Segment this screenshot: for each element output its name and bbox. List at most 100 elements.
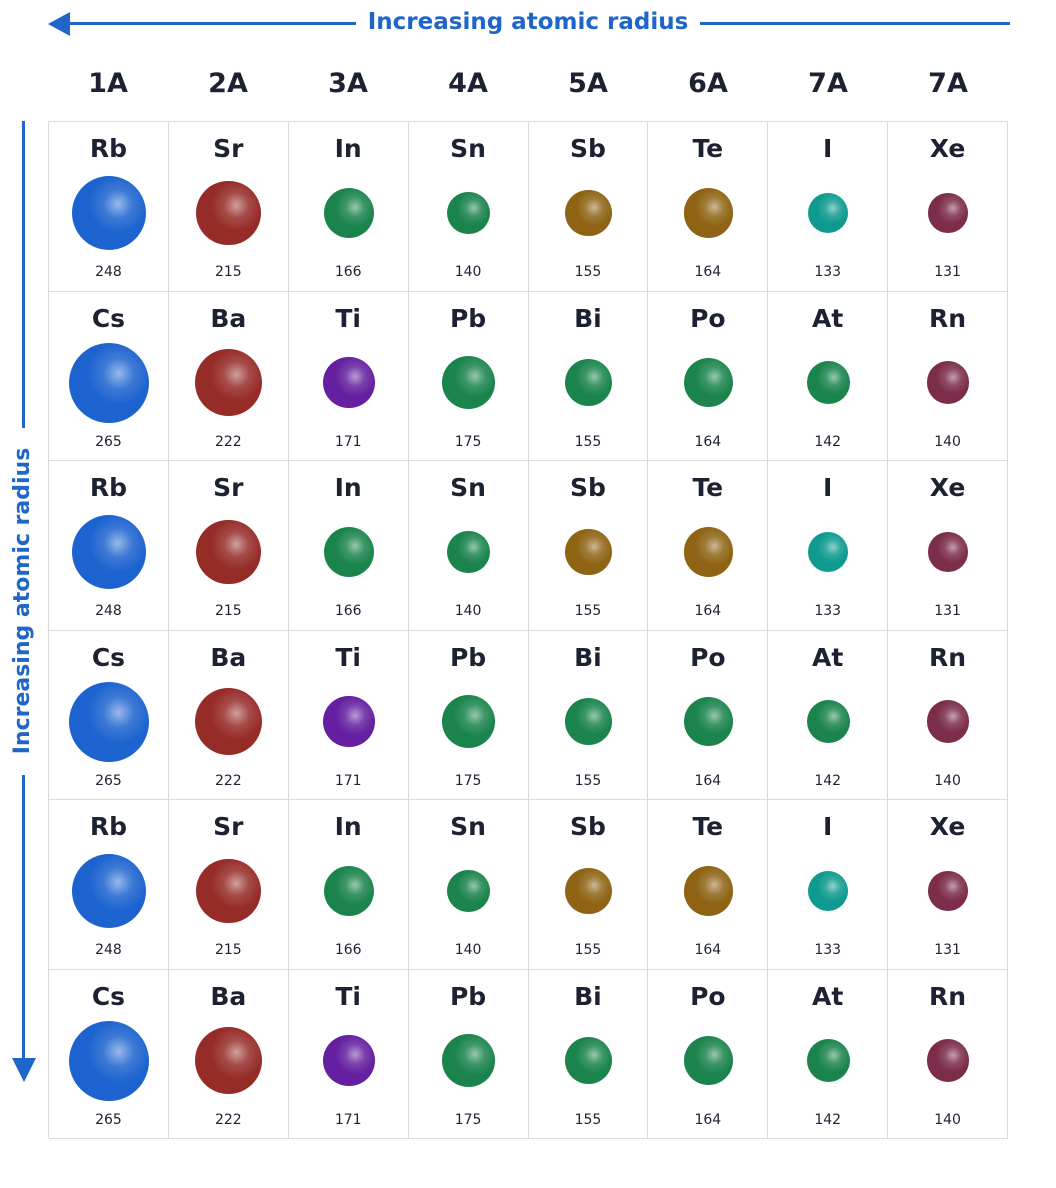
group-header: 7A [808, 68, 848, 99]
down-arrowhead [12, 1058, 36, 1082]
element-symbol: Rb [89, 812, 128, 841]
element-symbol: Bi [574, 303, 602, 333]
element-symbol: Sr [213, 473, 244, 502]
horizontal-arrow-line-left [66, 22, 356, 25]
element-cell: In 166 [288, 800, 409, 970]
element-cell: Te 164 [648, 122, 769, 292]
element-cell: Te 164 [648, 461, 769, 631]
atom-sphere [565, 189, 612, 237]
element-cell: Ba 222 [168, 969, 289, 1139]
atom-sphere [442, 695, 496, 748]
atom-sphere [323, 187, 374, 239]
atomic-radius-value: 175 [454, 772, 482, 789]
element-cell: Bi 155 [528, 291, 649, 461]
element-symbol: Ti [335, 303, 361, 333]
element-symbol: Te [692, 134, 724, 163]
element-cell: Xe 131 [888, 461, 1008, 631]
atomic-radius-value: 164 [694, 772, 722, 789]
element-symbol: Rn [929, 981, 967, 1011]
atom-sphere [323, 526, 374, 578]
atom-sphere [196, 858, 262, 924]
atomic-radius-value: 166 [334, 942, 362, 958]
element-cell: Sb 155 [528, 800, 649, 970]
element-cell: Sn 140 [408, 800, 529, 970]
element-cell: Pb 175 [408, 630, 529, 800]
element-cell: Ba 222 [168, 291, 289, 461]
element-symbol: Pb [449, 642, 487, 672]
element-cell: Te 164 [648, 800, 769, 970]
atom-sphere [195, 348, 263, 416]
atomic-radius-value: 133 [814, 942, 842, 958]
element-symbol: Te [692, 812, 724, 841]
element-symbol: Ba [210, 303, 247, 333]
atom-sphere [71, 175, 147, 251]
atomic-radius-value: 164 [694, 433, 722, 450]
element-cell: Rn 140 [888, 969, 1008, 1139]
group-header: 1A [88, 68, 128, 99]
element-symbol: Po [690, 981, 726, 1011]
atom-sphere [926, 361, 970, 404]
element-cell: Sr 215 [168, 800, 289, 970]
atomic-radius-value: 175 [454, 1111, 482, 1128]
element-cell: Ba 222 [168, 630, 289, 800]
element-symbol: Po [690, 642, 726, 672]
atom-sphere [565, 867, 612, 915]
atomic-radius-value: 265 [95, 772, 122, 789]
element-symbol: I [823, 473, 833, 502]
element-symbol: I [823, 134, 833, 163]
atomic-radius-value: 215 [214, 942, 242, 958]
atom-sphere [683, 188, 734, 238]
atom-sphere [683, 696, 734, 747]
element-symbol: Rb [89, 134, 128, 163]
group-header: 5A [568, 68, 608, 99]
element-cell: Sb 155 [528, 122, 649, 292]
element-cell: Xe 131 [888, 800, 1008, 970]
atom-sphere [447, 191, 490, 235]
element-cell: Sn 140 [408, 122, 529, 292]
atomic-radius-value: 142 [814, 772, 842, 789]
horizontal-trend-label: Increasing atomic radius [367, 9, 689, 35]
element-symbol: In [334, 812, 362, 841]
atomic-radius-value: 164 [694, 1111, 722, 1128]
atom-sphere [683, 866, 734, 916]
element-symbol: Rn [929, 642, 967, 672]
atom-sphere [442, 1034, 496, 1087]
element-cell: Ti 171 [288, 630, 409, 800]
atomic-radius-value: 166 [334, 264, 362, 280]
atom-sphere [322, 695, 375, 748]
atom-sphere [808, 192, 849, 234]
atom-sphere [442, 356, 496, 409]
element-row: Rb 248 Sr 215 In 166 Sn 140 Sb 155 Te 164 I 133 Xe 131 [49, 122, 1008, 292]
atomic-radius-value: 248 [95, 942, 122, 958]
group-header-row: 1A 2A 3A 4A 5A 6A 7A 7A [48, 68, 1008, 108]
atom-sphere [322, 1034, 375, 1087]
atomic-radius-value: 265 [95, 433, 122, 450]
element-cell: Cs 265 [49, 630, 169, 800]
atomic-radius-value: 131 [934, 942, 961, 958]
atomic-radius-value: 171 [334, 1111, 362, 1128]
atom-sphere [928, 871, 968, 911]
atom-sphere [69, 681, 149, 762]
atomic-radius-value: 155 [574, 772, 602, 789]
atomic-radius-value: 164 [694, 942, 722, 958]
element-symbol: Sr [213, 812, 244, 841]
element-cell: Pb 175 [408, 969, 529, 1139]
group-header: 6A [688, 68, 728, 99]
element-symbol: Xe [929, 473, 966, 502]
atom-sphere [926, 1039, 970, 1082]
atomic-radius-value: 140 [934, 433, 961, 450]
element-cell: Po 164 [648, 969, 769, 1139]
horizontal-trend-arrow: Increasing atomic radius [0, 0, 1056, 50]
group-header: 3A [328, 68, 368, 99]
element-cell: Xe 131 [888, 122, 1008, 292]
element-symbol: Xe [929, 134, 966, 163]
atomic-radius-value: 133 [814, 603, 842, 619]
element-cell: Po 164 [648, 291, 769, 461]
element-cell: In 166 [288, 122, 409, 292]
atom-sphere [808, 531, 849, 573]
element-cell: I 133 [768, 122, 889, 292]
atom-sphere [683, 527, 734, 577]
atomic-radius-value: 248 [95, 603, 122, 619]
element-row: Cs 265 Ba 222 Ti 171 Pb 175 Bi 155 Po 164 At 142 Rn 140 [49, 630, 1008, 800]
left-arrowhead [48, 12, 70, 36]
